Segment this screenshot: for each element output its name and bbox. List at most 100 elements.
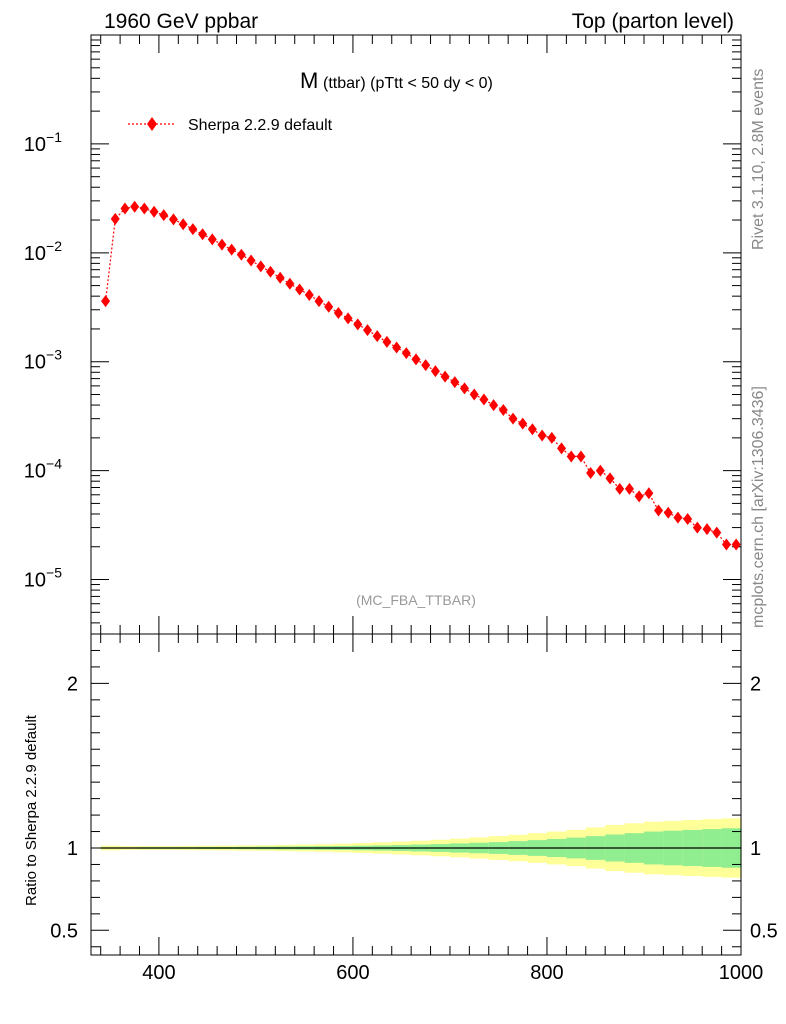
y-tick-label: 10−2	[24, 238, 62, 265]
legend-label: Sherpa 2.2.9 default	[188, 117, 333, 134]
y-tick-label: 10−3	[24, 347, 62, 374]
series-sherpa	[101, 200, 741, 551]
data-point	[721, 538, 731, 551]
y-tick-label: 10−1	[24, 129, 62, 156]
data-point	[489, 399, 499, 412]
data-point	[188, 223, 198, 236]
data-point	[159, 209, 169, 222]
x-tick-label: 400	[142, 962, 175, 984]
data-point	[673, 511, 683, 524]
ratio-tick-label-right: 0.5	[750, 920, 778, 942]
data-point	[236, 248, 246, 261]
data-point	[256, 260, 266, 273]
ratio-tick-label-left: 1	[67, 838, 78, 860]
ratio-tick-label-right: 1	[750, 838, 761, 860]
data-point	[557, 442, 567, 455]
data-point	[469, 388, 479, 401]
data-point	[644, 487, 654, 500]
legend-marker	[147, 117, 157, 131]
ratio-y-axis-label: Ratio to Sherpa 2.2.9 default	[23, 714, 40, 906]
y-tick-label: 10−4	[24, 456, 62, 483]
main-y-tick-labels: 10−1 10−2 10−3 10−4 10−5	[24, 129, 62, 592]
data-point	[595, 464, 605, 477]
data-point	[275, 271, 285, 284]
main-ticks	[91, 34, 742, 634]
data-point	[518, 417, 528, 430]
ratio-tick-label-left: 0.5	[50, 920, 78, 942]
data-point	[178, 218, 188, 231]
data-point	[227, 243, 237, 256]
ratio-tick-label-left: 2	[67, 673, 78, 695]
data-point	[731, 538, 741, 551]
data-point	[498, 404, 508, 417]
data-point	[304, 288, 314, 301]
mcplots-label: mcplots.cern.ch [arXiv:1306.3436]	[750, 386, 767, 628]
data-point	[566, 450, 576, 463]
data-point	[440, 370, 450, 383]
data-point	[207, 233, 217, 246]
side-labels: Rivet 3.1.10, 2.8M events mcplots.cern.c…	[750, 69, 767, 628]
data-point	[362, 324, 372, 337]
data-point	[547, 431, 557, 444]
data-point	[586, 467, 596, 480]
data-point	[537, 429, 547, 442]
data-point	[683, 512, 693, 525]
data-point	[411, 353, 421, 366]
data-point	[654, 504, 664, 517]
ratio-frame	[90, 633, 742, 956]
data-point	[712, 526, 722, 539]
x-tick-labels: 400 600 800 1000	[142, 962, 763, 984]
legend: Sherpa 2.2.9 default	[128, 117, 333, 134]
data-point	[372, 330, 382, 343]
data-point	[624, 482, 634, 495]
main-plot: 10−1 10−2 10−3 10−4 10−5 M (ttbar) (pTtt < 5…	[24, 34, 742, 635]
data-point	[702, 523, 712, 536]
data-point	[615, 482, 625, 495]
data-point	[246, 254, 256, 267]
data-point	[382, 335, 392, 348]
data-point	[198, 228, 208, 241]
plot-title-sub: (ttbar) (pTtt < 50 dy < 0)	[323, 75, 493, 92]
ratio-plot: 0.5 0.5 1 1 2 2 400 600 800 1000 Ratio to Sherpa…	[23, 633, 778, 984]
data-point	[324, 300, 334, 313]
data-point	[634, 490, 644, 503]
data-point	[692, 521, 702, 534]
data-point	[314, 295, 324, 308]
data-point	[333, 307, 343, 320]
data-point	[421, 359, 431, 372]
data-point	[430, 365, 440, 378]
x-tick-label: 800	[530, 962, 563, 984]
header-left: 1960 GeV ppbar	[104, 10, 258, 33]
data-point	[401, 347, 411, 360]
data-point	[527, 423, 537, 436]
data-point	[460, 382, 470, 395]
data-point	[101, 295, 111, 308]
analysis-label: (MC_FBA_TTBAR)	[356, 592, 476, 608]
x-tick-label: 600	[336, 962, 369, 984]
ratio-tick-label-right: 2	[750, 673, 761, 695]
plot-title-main: M	[300, 68, 318, 93]
x-tick-label: 1000	[719, 962, 764, 984]
data-point	[392, 341, 402, 354]
ratio-ticks	[91, 634, 742, 955]
data-point	[217, 238, 227, 251]
data-point	[265, 265, 275, 278]
data-point	[168, 213, 178, 226]
data-point	[353, 318, 363, 331]
data-point	[110, 212, 120, 225]
header: 1960 GeV ppbar Top (parton level)	[104, 10, 734, 33]
data-point	[508, 412, 518, 425]
data-point	[479, 393, 489, 406]
rivet-label: Rivet 3.1.10, 2.8M events	[750, 69, 767, 250]
data-point	[120, 202, 130, 215]
data-point	[343, 312, 353, 325]
data-point	[450, 376, 460, 389]
data-point	[149, 205, 159, 218]
data-point	[130, 200, 140, 213]
data-point	[605, 472, 615, 485]
data-point	[139, 202, 149, 215]
data-point	[295, 283, 305, 296]
data-point	[285, 277, 295, 290]
ratio-tick-labels: 0.5 0.5 1 1 2 2	[50, 673, 778, 942]
